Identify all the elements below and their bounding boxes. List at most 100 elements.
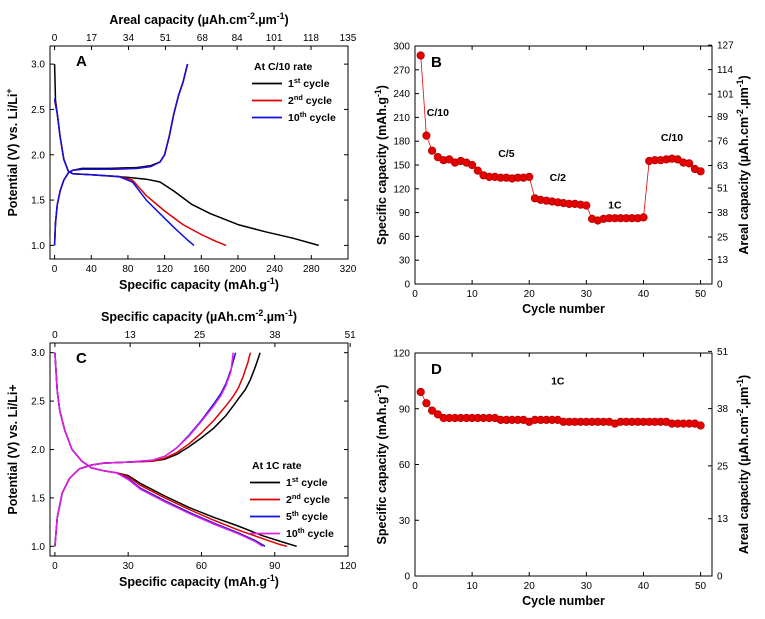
- x2-tick-label-C-1: 13: [125, 330, 137, 341]
- y-tick-label-B-6: 180: [393, 137, 410, 148]
- data-point-B-1: [422, 131, 431, 140]
- x-axis-label-C: Specific capacity (mAh.g-1): [119, 573, 279, 589]
- series-line-C-0-a: [54, 352, 261, 547]
- x2-tick-label-A-6: 101: [266, 33, 283, 44]
- legend-title-A: At C/10 rate: [254, 61, 313, 73]
- legend-entry-C-2: 5th cycle: [286, 509, 328, 524]
- x-tick-label-C-1: 30: [123, 561, 135, 572]
- y2-tick-label-B-8: 101: [717, 90, 734, 101]
- panel-label-D: D: [431, 361, 442, 378]
- y-axis-label-D: Specific capacity (mAh.g-1): [373, 385, 389, 545]
- y2-axis-label-B: Areal capacity (µAh.cm-2.µm-1): [735, 75, 751, 254]
- x-tick-label-A-3: 120: [156, 264, 173, 275]
- x-tick-label-A-4: 160: [193, 264, 210, 275]
- y2-tick-label-B-7: 89: [717, 112, 729, 123]
- x-tick-label-B-3: 30: [581, 289, 593, 300]
- y2-tick-label-D-4: 51: [717, 347, 729, 358]
- x2-tick-label-A-5: 84: [232, 33, 244, 44]
- x-tick-label-A-2: 80: [122, 264, 134, 275]
- y2-tick-label-B-9: 114: [717, 65, 733, 76]
- y2-tick-label-B-1: 13: [717, 255, 729, 266]
- y-tick-label-A-0: 1.0: [31, 241, 45, 252]
- annotation-B-4: C/10: [661, 132, 683, 144]
- y-tick-label-D-3: 90: [399, 404, 411, 415]
- data-point-B-10: [473, 166, 482, 175]
- panel-label-C: C: [76, 350, 87, 367]
- x-tick-label-D-0: 0: [412, 581, 418, 592]
- y2-tick-label-D-1: 13: [717, 514, 729, 525]
- y-tick-label-B-10: 300: [393, 42, 410, 53]
- x-tick-label-C-4: 120: [340, 561, 357, 572]
- y-tick-label-A-3: 2.5: [31, 105, 45, 116]
- y-axis-label-B: Specific capacity (mAh.g-1): [373, 85, 389, 245]
- y-tick-label-D-1: 30: [399, 516, 411, 527]
- x-tick-label-B-4: 40: [638, 289, 650, 300]
- data-point-B-19: [525, 172, 534, 181]
- data-point-D-2: [428, 406, 437, 415]
- y-tick-label-C-4: 3.0: [31, 348, 45, 359]
- x2-tick-label-A-8: 135: [340, 33, 357, 44]
- y-tick-label-D-0: 0: [404, 572, 410, 583]
- x2-tick-label-A-0: 0: [52, 33, 58, 44]
- legend-entry-C-3: 10th cycle: [286, 526, 334, 541]
- x2-tick-label-C-2: 25: [194, 330, 206, 341]
- x2-tick-label-A-1: 17: [86, 33, 98, 44]
- x2-tick-label-A-3: 51: [160, 33, 172, 44]
- y2-tick-label-B-6: 76: [717, 137, 729, 148]
- y-tick-label-B-2: 60: [399, 232, 411, 243]
- x2-tick-label-C-4: 51: [345, 330, 357, 341]
- data-point-D-1: [422, 399, 431, 408]
- x-tick-label-C-2: 60: [196, 561, 208, 572]
- x-tick-label-D-4: 40: [638, 581, 650, 592]
- y-tick-label-B-8: 240: [393, 89, 410, 100]
- annotation-B-2: C/2: [550, 172, 567, 184]
- y-tick-label-C-3: 2.5: [31, 397, 45, 408]
- y2-tick-label-B-4: 51: [717, 184, 729, 195]
- plot-frame-B: [414, 45, 713, 285]
- x2-axis-label-C: Specific capacity (µAh.cm-2.µm-1): [101, 308, 297, 324]
- legend-C: At 1C rate 1st cycle 2nd cycle 5th cycle 10t…: [250, 460, 334, 540]
- panel-A: 0 40 80 120 160 200 240 280 320 0 17 34 51 68 84 101 118…: [4, 11, 357, 292]
- series-line-C-2-b: [54, 352, 266, 547]
- x-tick-label-A-5: 200: [230, 264, 247, 275]
- data-point-B-0: [416, 51, 425, 60]
- x-tick-label-C-3: 90: [269, 561, 281, 572]
- y-tick-label-B-4: 120: [393, 184, 410, 195]
- x-tick-label-B-2: 20: [524, 289, 536, 300]
- x-axis-label-B: Cycle number: [522, 302, 605, 316]
- annotation-B-3: 1C: [608, 200, 622, 212]
- y-tick-label-B-5: 150: [393, 161, 410, 172]
- y-tick-label-D-2: 60: [399, 460, 411, 471]
- annotation-D-0: 1C: [551, 376, 565, 388]
- y-tick-label-D-4: 120: [393, 349, 410, 360]
- y-tick-label-C-0: 1.0: [31, 542, 45, 553]
- data-point-B-2: [428, 146, 437, 155]
- y2-tick-label-B-3: 38: [717, 208, 729, 219]
- x-tick-label-D-3: 30: [581, 581, 593, 592]
- x2-tick-label-A-2: 34: [123, 33, 135, 44]
- x-tick-label-A-6: 240: [266, 264, 283, 275]
- legend-entry-A-2: 10th cycle: [288, 110, 336, 125]
- x-axis-label-A: Specific capacity (mAh.g-1): [119, 276, 279, 292]
- x2-tick-label-C-3: 38: [269, 330, 281, 341]
- series-line-A-2-b: [53, 98, 195, 246]
- y-tick-label-C-2: 2.0: [31, 445, 45, 456]
- y2-tick-label-B-10: 127: [717, 41, 734, 52]
- x2-tick-label-C-0: 0: [52, 330, 58, 341]
- x2-tick-label-A-7: 118: [303, 33, 319, 44]
- y2-axis-label-D: Areal capacity (µAh.cm-2.µm-1): [735, 375, 751, 554]
- y2-tick-label-D-0: 0: [717, 572, 723, 583]
- data-point-B-9: [468, 160, 477, 170]
- x-tick-label-A-8: 320: [340, 264, 357, 275]
- x2-axis-label-A: Areal capacity (µAh.cm-2.µm-1): [109, 11, 288, 27]
- series-line-A-1-b: [53, 100, 227, 247]
- y-tick-label-A-4: 3.0: [31, 60, 45, 71]
- x-tick-label-C-0: 0: [52, 561, 58, 572]
- panel-D: 0 10 20 30 40 50 0 30 60 90 120 0 13 25 38 51 Cycle numb…: [373, 347, 751, 608]
- panel-B: 0 10 20 30 40 50 0 30 60 90 120 150 180 210 240 270 300 0…: [373, 41, 751, 316]
- data-point-B-47: [685, 159, 694, 168]
- panel-label-B: B: [431, 54, 442, 71]
- y-tick-label-B-3: 90: [399, 208, 411, 219]
- series-line-C-3-a: [54, 352, 234, 547]
